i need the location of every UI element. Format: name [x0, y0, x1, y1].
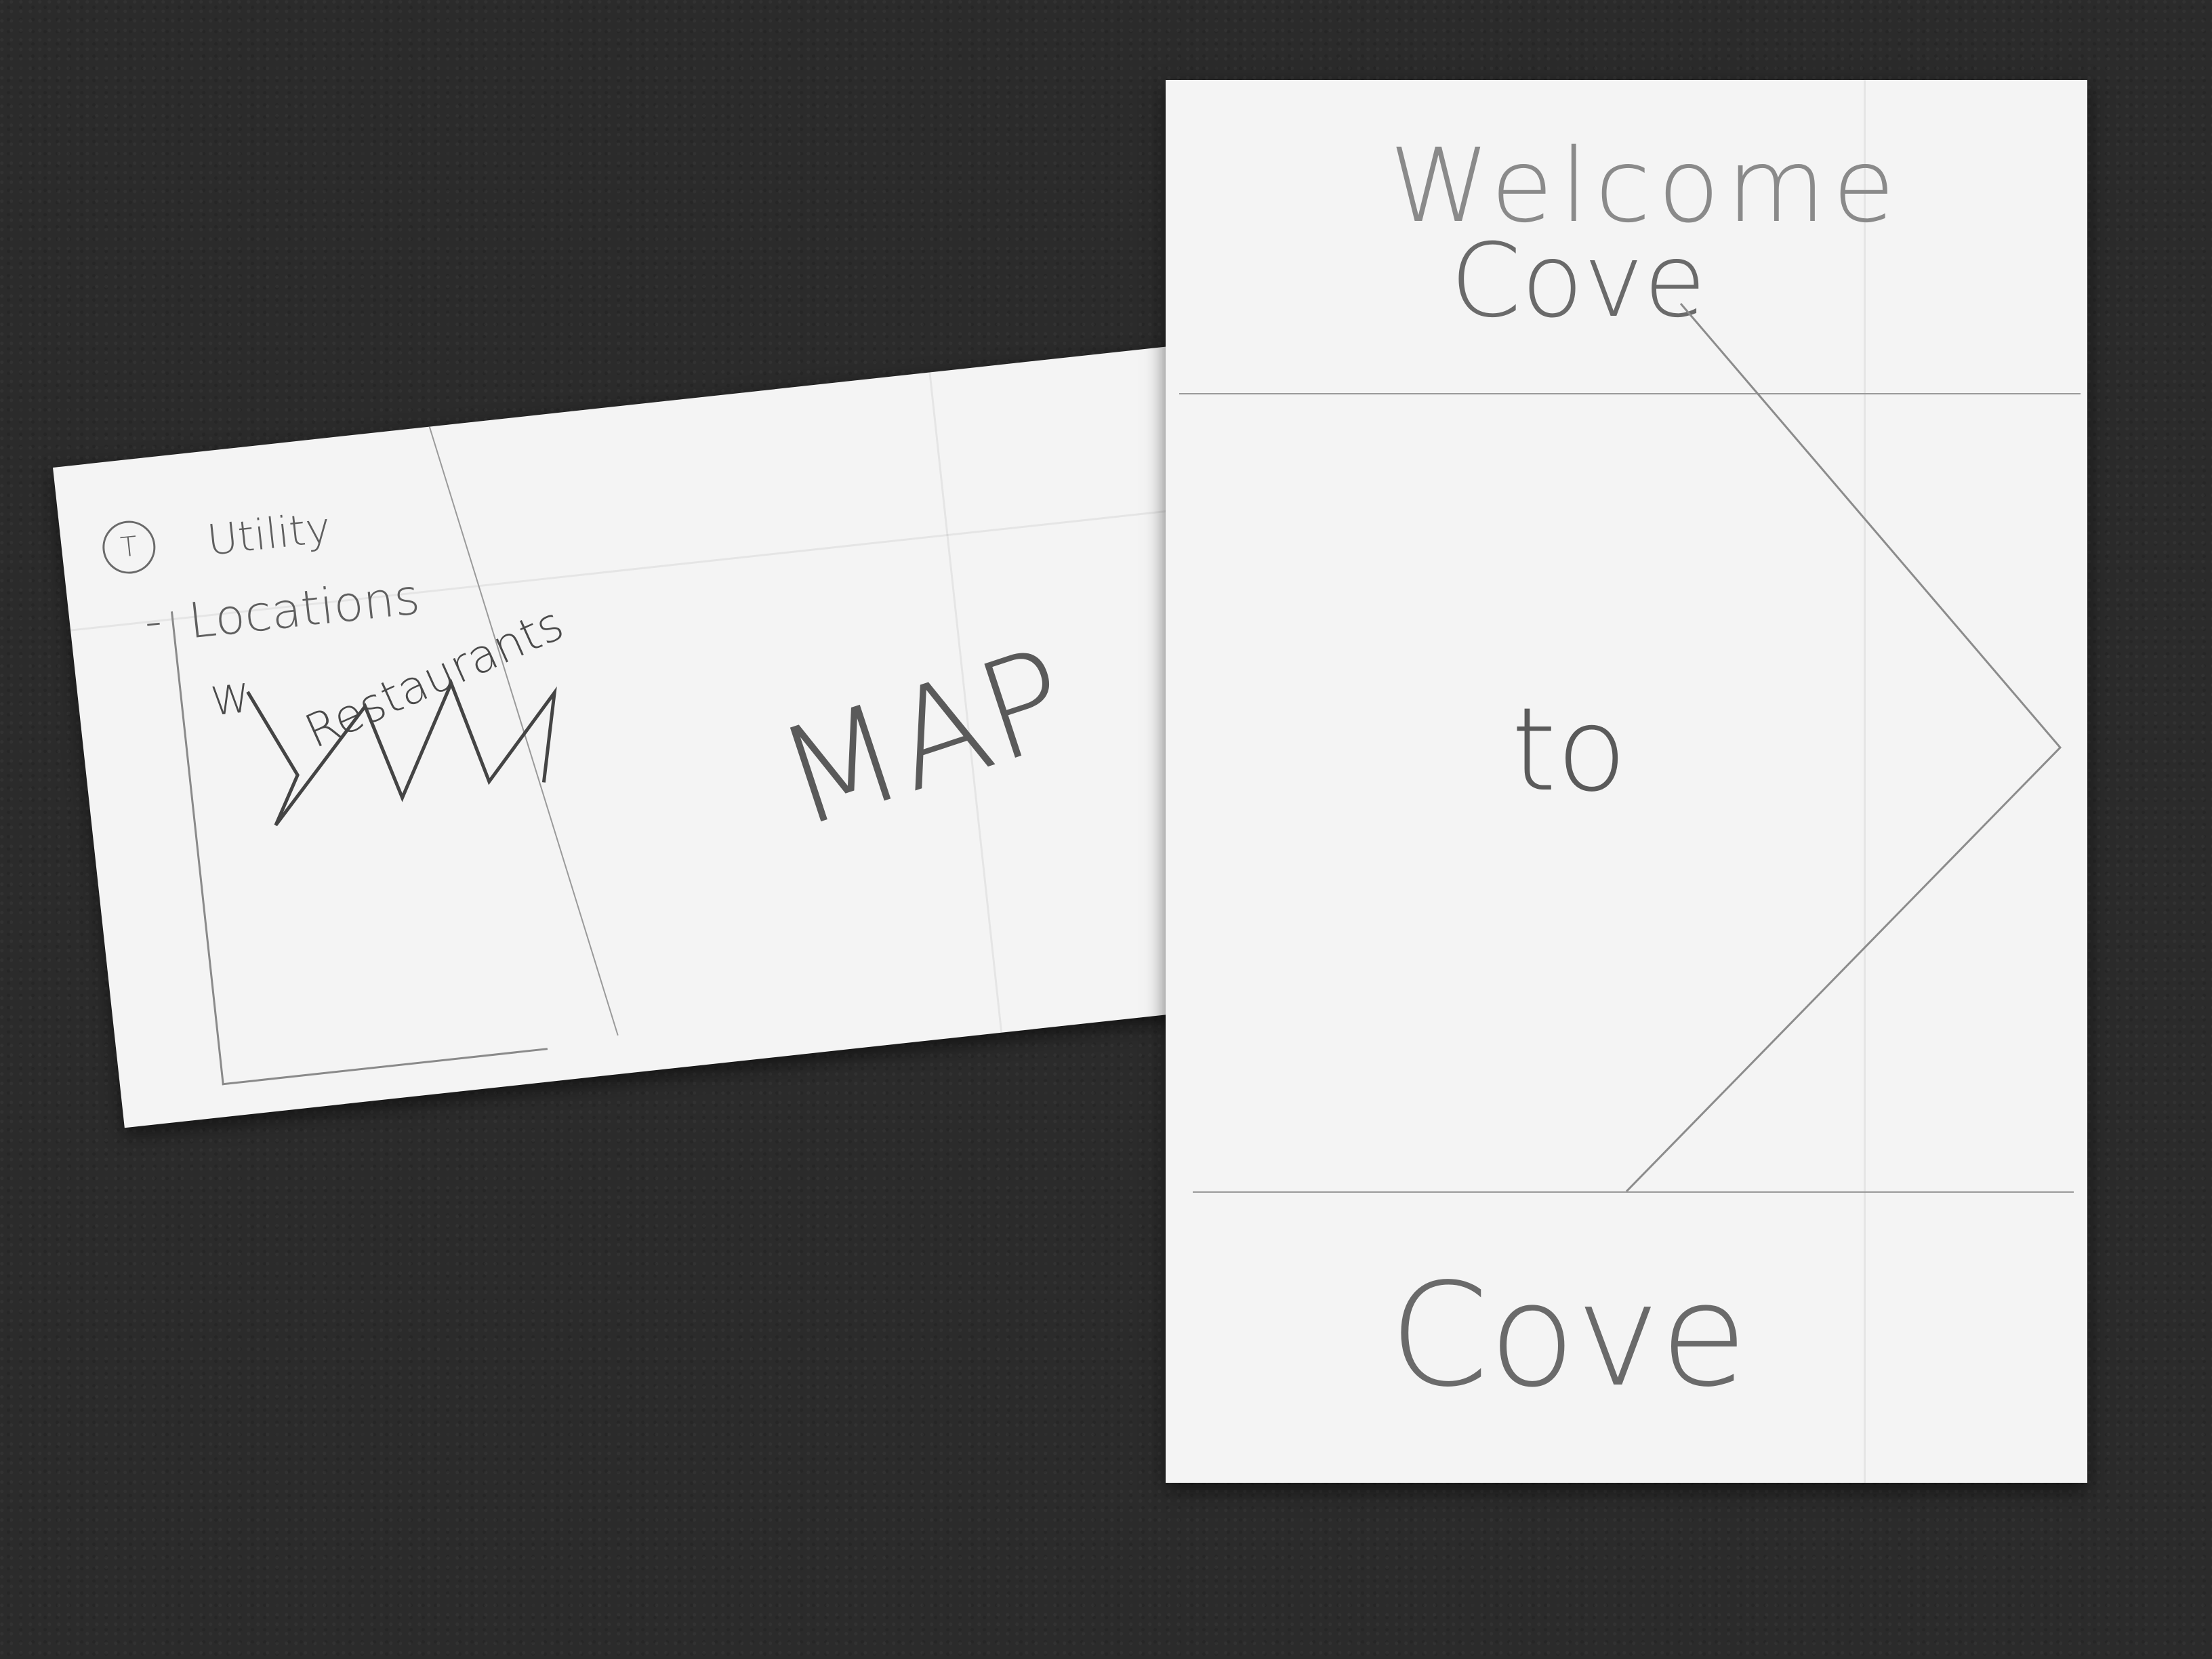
- menu-marker: T: [119, 531, 139, 564]
- header-line-welcome: Welcome: [1389, 127, 1902, 245]
- left-paper-sketch: T Utility - Locations W Restaurants MAP: [53, 343, 1270, 1128]
- footer-divider: [1193, 1191, 2074, 1193]
- header-divider: [1179, 393, 2081, 394]
- scribble-mark: [246, 678, 557, 827]
- sidebar-item-utility[interactable]: Utility: [205, 502, 333, 565]
- menu-toggle-icon[interactable]: T: [100, 518, 159, 577]
- welcome-header: Welcome Cove: [1166, 80, 2087, 398]
- footer-cove[interactable]: Cove: [1389, 1252, 1748, 1418]
- map-area[interactable]: MAP: [543, 522, 1170, 1023]
- right-paper-sketch: Welcome Cove to Cove: [1166, 80, 2087, 1483]
- center-text-to: to: [1511, 683, 1627, 817]
- paper-fold-vertical: [1864, 80, 1866, 1483]
- next-arrow-icon[interactable]: [1166, 80, 2087, 1483]
- header-line-cove: Cove: [1450, 222, 1706, 340]
- locations-dash: -: [141, 592, 165, 650]
- map-label: MAP: [761, 618, 1088, 859]
